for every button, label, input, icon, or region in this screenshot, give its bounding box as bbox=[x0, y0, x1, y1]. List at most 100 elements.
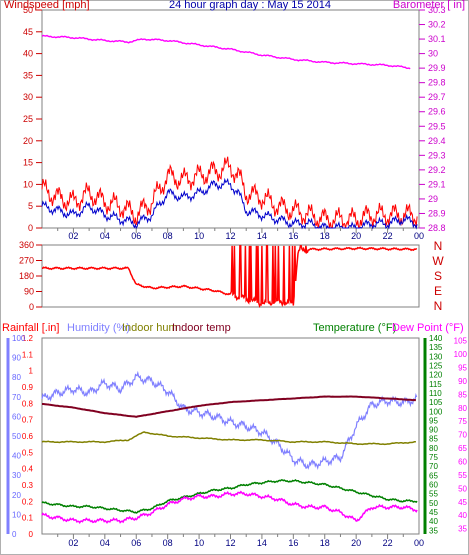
wind-tick-label: 20 bbox=[23, 136, 33, 146]
barometer-tick-label: 29.2 bbox=[428, 165, 446, 175]
temp-x-tick-label: 18 bbox=[320, 538, 330, 548]
rainfall-humidity-ticks: 0 0.1 0.2 0.3 0.4 0.5 0.6 0.7 0.8 0.9 1 1.1 1.2 0 10 20… bbox=[6, 334, 34, 539]
temp-gridlines bbox=[57, 534, 404, 539]
wind-x-tick-label: 04 bbox=[100, 231, 110, 241]
compass-letter: N bbox=[434, 299, 443, 313]
temperature-tick-label: 130 bbox=[429, 352, 443, 361]
compass-letter: N bbox=[434, 239, 443, 253]
dew-point-tick-label: 105 bbox=[454, 337, 468, 346]
temp-x-tick-label: 00 bbox=[414, 538, 424, 548]
barometer-tick-label: 29 bbox=[428, 194, 438, 204]
temp-plot-frame bbox=[41, 337, 420, 535]
wind-tick-label: 45 bbox=[23, 27, 33, 37]
temp-x-tick-label: 04 bbox=[100, 538, 110, 548]
temp-x-tick-label: 06 bbox=[131, 538, 141, 548]
wind-x-tick-label: 20 bbox=[351, 231, 361, 241]
humidity-tick-label: 40 bbox=[12, 452, 21, 461]
barometer-tick-label: 30.3 bbox=[428, 5, 446, 15]
indoor-temp-legend: Indoor temp bbox=[172, 322, 231, 334]
wind-x-tick-label: 18 bbox=[320, 231, 330, 241]
rainfall-tick-label: 0.6 bbox=[22, 432, 34, 441]
temperature-tick-label: 105 bbox=[429, 398, 443, 407]
dew-point-tick-label: 85 bbox=[458, 390, 467, 399]
humidity-tick-label: 80 bbox=[12, 373, 21, 382]
direction-tick-label: 90 bbox=[24, 287, 34, 297]
direction-left-ticks: 0 90 180 270 360 bbox=[19, 240, 42, 312]
dew-point-tick-label: 60 bbox=[458, 458, 467, 467]
temp-x-tick-label: 12 bbox=[225, 538, 235, 548]
indoor-hum-legend: Indoor hum bbox=[122, 322, 178, 334]
temperature-tick-label: 75 bbox=[429, 453, 438, 462]
wind-tick-label: 50 bbox=[23, 5, 33, 15]
temp-x-tick-label: 10 bbox=[194, 538, 204, 548]
barometer-tick-label: 29.9 bbox=[428, 63, 446, 73]
wind-x-tick-label: 12 bbox=[225, 231, 235, 241]
wind-x-ticks: 02 04 06 08 10 12 14 16 18 20 22 00 bbox=[68, 231, 424, 241]
humidity-line bbox=[41, 370, 418, 470]
temp-x-tick-label: 16 bbox=[288, 538, 298, 548]
temperature-tick-label: 40 bbox=[429, 517, 438, 526]
rainfall-tick-label: 0.7 bbox=[22, 416, 34, 425]
temperature-tick-label: 100 bbox=[429, 407, 443, 416]
rainfall-tick-label: 0.3 bbox=[22, 481, 34, 490]
temperature-tick-label: 115 bbox=[429, 380, 442, 389]
indoor-temp-line bbox=[42, 395, 416, 418]
temperature-tick-label: 140 bbox=[429, 334, 443, 343]
wind-tick-label: 15 bbox=[23, 158, 33, 168]
humidity-tick-label: 10 bbox=[12, 510, 21, 519]
direction-series bbox=[42, 245, 418, 308]
barometer-tick-label: 29.4 bbox=[428, 136, 446, 146]
wind-x-tick-label: 02 bbox=[68, 231, 78, 241]
dew-point-legend: Dew Point (°F) bbox=[392, 322, 464, 334]
temperature-line bbox=[41, 479, 418, 514]
wind-tick-label: 35 bbox=[23, 70, 33, 80]
temp-x-tick-label: 02 bbox=[68, 538, 78, 548]
temperature-tick-label: 45 bbox=[429, 508, 438, 517]
wind-tick-label: 0 bbox=[28, 223, 33, 233]
barometer-tick-label: 29.7 bbox=[428, 92, 446, 102]
dew-point-tick-label: 40 bbox=[458, 511, 467, 520]
dew-point-tick-label: 50 bbox=[458, 484, 467, 493]
rainfall-legend: Rainfall [.in] bbox=[2, 322, 59, 334]
dew-point-tick-label: 90 bbox=[458, 377, 467, 386]
temperature-tick-label: 65 bbox=[429, 471, 438, 480]
humidity-tick-label: 90 bbox=[12, 354, 21, 363]
humidity-tick-label: 100 bbox=[12, 334, 26, 343]
wind-tick-label: 30 bbox=[23, 92, 33, 102]
temperature-dew-ticks: 3540455055606570758085909510010511011512… bbox=[423, 334, 468, 535]
barometer-tick-label: 28.9 bbox=[428, 208, 446, 218]
dew-point-tick-label: 75 bbox=[458, 417, 467, 426]
temp-x-tick-label: 22 bbox=[383, 538, 393, 548]
temperature-tick-label: 70 bbox=[429, 462, 438, 471]
windspeed-line bbox=[41, 177, 418, 230]
temperature-tick-label: 85 bbox=[429, 435, 438, 444]
temperature-tick-label: 95 bbox=[429, 416, 438, 425]
wind-left-ticks: 0 5 10 15 20 25 30 35 40 45 50 bbox=[23, 5, 42, 233]
temp-x-tick-label: 20 bbox=[351, 538, 361, 548]
wind-x-tick-label: 10 bbox=[194, 231, 204, 241]
wind-series bbox=[41, 34, 418, 230]
temperature-tick-label: 110 bbox=[429, 389, 442, 398]
wind-tick-label: 25 bbox=[23, 114, 33, 124]
dew-point-tick-label: 70 bbox=[458, 431, 467, 440]
temperature-tick-label: 35 bbox=[429, 526, 438, 535]
compass-letter: E bbox=[434, 284, 442, 298]
wind-gridlines bbox=[57, 228, 404, 233]
temperature-tick-label: 120 bbox=[429, 371, 443, 380]
barometer-tick-label: 29.3 bbox=[428, 150, 446, 160]
temperature-tick-label: 135 bbox=[429, 343, 443, 352]
wind-x-tick-label: 06 bbox=[131, 231, 141, 241]
barometer-tick-label: 29.1 bbox=[428, 179, 446, 189]
barometer-axis-label: Barometer [ in] bbox=[393, 0, 465, 11]
gust-line bbox=[41, 156, 418, 229]
dew-point-tick-label: 100 bbox=[454, 350, 468, 359]
rainfall-tick-label: 0.2 bbox=[22, 497, 34, 506]
rainfall-tick-label: 0.1 bbox=[22, 514, 34, 523]
dew-point-tick-label: 55 bbox=[458, 471, 467, 480]
dew-point-line bbox=[41, 490, 418, 525]
barometer-tick-label: 30.1 bbox=[428, 34, 446, 44]
rainfall-tick-label: 0.4 bbox=[22, 465, 34, 474]
temperature-tick-label: 55 bbox=[429, 490, 438, 499]
